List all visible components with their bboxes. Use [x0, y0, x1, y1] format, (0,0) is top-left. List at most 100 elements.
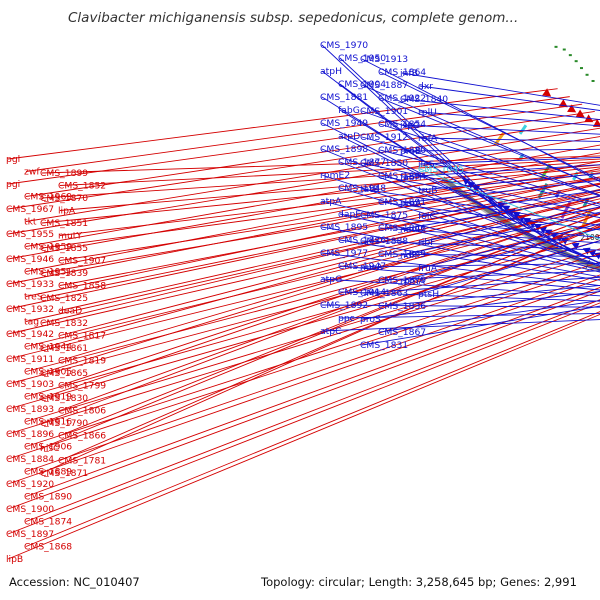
- feature-label: CMS_1969: [24, 192, 72, 203]
- leader-line: [339, 312, 600, 319]
- leader-line: [59, 213, 600, 411]
- leader-line: [41, 166, 600, 224]
- leader-line: [25, 144, 600, 247]
- leader-line: [361, 276, 600, 294]
- feature-label: ileS: [418, 159, 435, 170]
- leader-line: [401, 164, 600, 178]
- leader-line: [321, 252, 600, 287]
- feature-label: CMS_1877: [338, 157, 386, 168]
- leader-line: [361, 136, 600, 205]
- leader-line: [7, 302, 600, 535]
- leader-line: [321, 226, 600, 278]
- feature-label: ispG: [400, 120, 420, 131]
- feature-label: CMS_1944: [24, 342, 72, 353]
- feature-label: pgl: [6, 154, 20, 165]
- leader-line: [25, 299, 600, 522]
- feature-label: CMS_1863: [360, 288, 408, 299]
- feature-label: ndk: [400, 250, 418, 261]
- feature-label: CMS_1867: [378, 327, 426, 338]
- leader-line: [361, 188, 600, 226]
- leader-line: [41, 189, 600, 324]
- leader-line: [361, 305, 600, 346]
- feature-label: ppc: [338, 313, 355, 324]
- feature-label: CMS_1879: [378, 275, 426, 286]
- feature-label: CMS_1880: [378, 145, 426, 156]
- leader-line: [41, 201, 600, 374]
- feature-label: CMS_1948: [338, 183, 386, 194]
- gc-marker: [591, 79, 595, 82]
- leader-line: [59, 195, 600, 336]
- feature-label: CMS_1854: [378, 119, 426, 130]
- feature-label: truB: [418, 185, 438, 196]
- feature-label: fruA: [418, 263, 438, 274]
- feature-label: CMS_1970: [320, 40, 368, 51]
- leader-line: [401, 98, 600, 120]
- feature-label: CMS_1831: [360, 340, 408, 351]
- feature-label: CMS_1817: [58, 331, 106, 342]
- leader-line: [25, 176, 600, 297]
- leader-line: [379, 270, 600, 281]
- feature-label: CMS_1922: [378, 93, 426, 104]
- leader-line: [41, 207, 600, 399]
- feature-label: CMS_1933: [6, 279, 54, 290]
- leader-line: [59, 219, 600, 436]
- feature-label: CMS_1884: [6, 454, 54, 465]
- feature-label: tatB: [360, 184, 379, 195]
- feature-label: CMS_1869: [378, 249, 426, 260]
- feature-label: CMS_1920: [6, 479, 54, 490]
- leader-line: [339, 135, 600, 264]
- leader-line: [41, 223, 600, 474]
- leader-line: [401, 148, 600, 152]
- gc-marker: [562, 48, 566, 51]
- feature-label: fabG: [338, 105, 360, 116]
- feature-label: CMS_1836: [378, 301, 426, 312]
- leader-line: [59, 176, 600, 261]
- feature-label: CMS_1914: [338, 287, 386, 298]
- feature-label: mutY: [58, 231, 82, 242]
- gc-marker: [574, 60, 578, 63]
- leader-line: [419, 111, 600, 127]
- leader-line: [361, 291, 600, 320]
- feature-label: rplU: [418, 107, 437, 118]
- feature-label: CMS_1891: [378, 197, 426, 208]
- leader-line: [41, 218, 600, 449]
- feature-label: infB: [400, 68, 418, 79]
- feature-label: ptsH: [418, 289, 439, 300]
- leader-line: [25, 234, 600, 397]
- feature-label: proS: [360, 314, 381, 325]
- leader-line: [419, 223, 600, 269]
- leader-line: [7, 212, 600, 360]
- reverse-gene-arrow: [542, 88, 552, 97]
- label-leader-lines: [7, 44, 600, 560]
- leader-line: [59, 158, 600, 186]
- leader-line: [25, 111, 595, 197]
- feature-label: proB: [400, 146, 421, 157]
- leader-line: [25, 261, 600, 447]
- feature-label: treS: [24, 292, 43, 303]
- feature-label: CMS_1832: [40, 318, 88, 329]
- leader-line: [25, 287, 600, 497]
- leader-line: [339, 239, 600, 281]
- reverse-gene-arrow: [567, 104, 577, 113]
- feature-label: CMS_1951: [24, 267, 72, 278]
- leader-line: [339, 291, 600, 302]
- feature-label: CMS_1825: [40, 293, 88, 304]
- leader-line: [25, 96, 570, 172]
- leader-line: [419, 206, 600, 243]
- feature-label: atpC: [320, 326, 341, 337]
- leader-line: [41, 183, 600, 299]
- forward-gene-arrow: [539, 226, 548, 234]
- leader-line: [419, 137, 600, 142]
- feature-label: CMS_1875: [360, 210, 408, 221]
- feature-label: deaD: [58, 306, 82, 317]
- leader-line: [59, 182, 600, 286]
- leader-line: [7, 88, 558, 160]
- feature-label: CMS_1868: [24, 542, 72, 553]
- leader-line: [41, 178, 600, 274]
- leader-line: [379, 97, 600, 188]
- leader-line: [25, 248, 600, 422]
- feature-label: tag: [24, 317, 39, 328]
- feature-label: CMS_1912: [360, 132, 408, 143]
- feature-label: CMS_1894: [378, 171, 426, 182]
